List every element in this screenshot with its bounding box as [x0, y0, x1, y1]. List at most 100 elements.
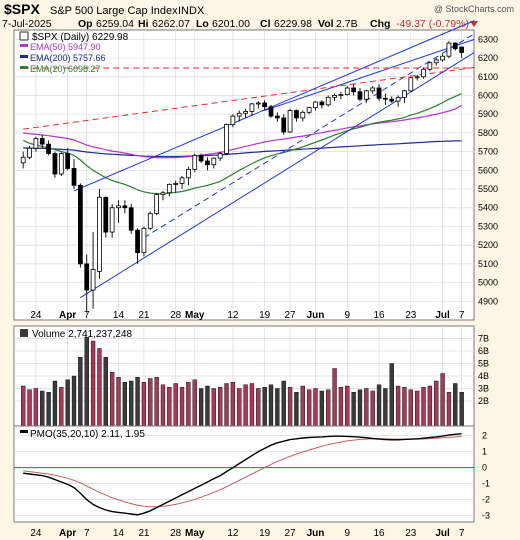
candle-body: [433, 59, 439, 64]
candle-body: [427, 62, 433, 70]
candle-body: [71, 168, 77, 186]
open-value: 6259.04: [96, 18, 134, 30]
volume-bar: [427, 385, 433, 427]
symbol-title: $SPX: [4, 1, 40, 17]
candle-body: [27, 147, 32, 158]
volume-bar: [294, 392, 299, 427]
ema-lines: [22, 93, 462, 195]
candle-body: [135, 229, 140, 254]
volume-bar: [198, 388, 204, 427]
price-panel: 4900 5000 5100 5200 5300 5400 5500 5600 5700 5800…: [13, 20, 498, 321]
candle-body: [103, 196, 109, 233]
volume-bar: [71, 375, 77, 427]
volume-bar: [268, 384, 274, 427]
candle-body: [325, 96, 331, 106]
pmo-tick-label: 1: [482, 447, 487, 457]
x-tick-label: 7: [459, 310, 465, 321]
ema20-legend-swatch: [20, 66, 28, 69]
pmo-tick-label: -2: [482, 495, 490, 505]
volume-bar: [192, 379, 197, 427]
candle-body: [262, 102, 268, 108]
candle-body: [363, 90, 369, 100]
x-tick-label: 9: [344, 310, 350, 321]
candle-body: [160, 192, 166, 196]
candle-body: [383, 97, 388, 100]
volume-tick-label: 7B: [478, 334, 489, 344]
volume-bar: [160, 384, 166, 427]
candle-body: [376, 87, 382, 99]
x-tick-label: 16: [373, 310, 385, 321]
volume-tick-label: 4B: [478, 371, 489, 381]
volume-bar: [167, 387, 172, 427]
volume-bars: [21, 337, 464, 427]
volume-bar: [351, 392, 356, 427]
price-tick-label: 5200: [478, 240, 498, 250]
pmo-tick-label: 2: [482, 431, 487, 441]
ema50-legend-label: EMA(50) 5947.90: [30, 42, 101, 52]
volume-bar: [345, 385, 350, 427]
volume-bar: [357, 389, 363, 427]
volume-bar: [262, 387, 267, 427]
volume-tick-label: 3B: [478, 384, 489, 394]
volume-bar: [453, 383, 458, 427]
price-tick-label: 5700: [478, 147, 498, 157]
x-tick-label: 16: [373, 528, 385, 539]
x-tick-label: 9: [344, 528, 350, 539]
volume-bar: [332, 368, 337, 427]
volume-bar: [78, 357, 83, 427]
volume-bar: [249, 383, 255, 427]
high-label: Hi: [138, 18, 149, 30]
volume-bar: [383, 388, 388, 427]
volume-bar: [84, 337, 89, 427]
candle-body: [306, 107, 312, 113]
ema20-line: [22, 93, 462, 195]
candle-body: [351, 87, 356, 93]
x-tick-label: 24: [30, 310, 42, 321]
candle-body: [39, 138, 45, 145]
candle-body: [224, 124, 229, 154]
trendline-inner-upper: [264, 38, 475, 111]
x-tick-label: 19: [259, 310, 271, 321]
pmo-line: [23, 433, 462, 516]
price-tick-label: 6200: [478, 53, 498, 63]
volume-bar: [21, 385, 26, 427]
volume-tick-label: 5B: [478, 359, 489, 369]
candle-body: [211, 157, 217, 166]
volume-bar: [281, 380, 286, 427]
candle-body: [90, 269, 96, 291]
x-tick-label: 27: [285, 310, 297, 321]
x-tick-label: Apr: [59, 528, 76, 539]
change-value: -49.37 (-0.79%): [396, 18, 469, 30]
exchange-label: INDX: [178, 5, 205, 17]
close-value: 6229.98: [274, 18, 312, 30]
change-label: Chg: [370, 18, 390, 30]
pmo-tick-label: -1: [482, 479, 490, 489]
candle-body: [147, 212, 153, 229]
candle-body: [46, 143, 51, 154]
pmo-plot-area: [13, 425, 475, 523]
candle-body: [33, 138, 39, 149]
volume-bar: [154, 377, 159, 427]
volume-bar: [40, 390, 45, 427]
candle-body: [294, 110, 299, 119]
volume-bar: [408, 389, 413, 427]
candle-body: [154, 194, 159, 214]
price-tick-label: 5000: [478, 278, 498, 288]
candle-body: [65, 153, 71, 169]
ema50-line: [23, 104, 462, 159]
volume-bar: [97, 348, 102, 427]
price-tick-label: 5800: [478, 128, 498, 138]
pmo-tick-label: 0: [482, 463, 487, 473]
candle-body: [122, 205, 128, 209]
volume-bar: [326, 389, 331, 427]
price-grid: [14, 39, 474, 302]
price-plot-area: [13, 29, 475, 321]
volume-bar: [27, 389, 32, 427]
ema200-legend-label: EMA(200) 5757.66: [30, 53, 106, 63]
volume-bar: [148, 378, 153, 427]
ema50-legend-swatch: [20, 44, 28, 47]
candle-body: [370, 87, 376, 92]
volume-bar: [243, 384, 248, 427]
candle-body: [459, 46, 465, 53]
